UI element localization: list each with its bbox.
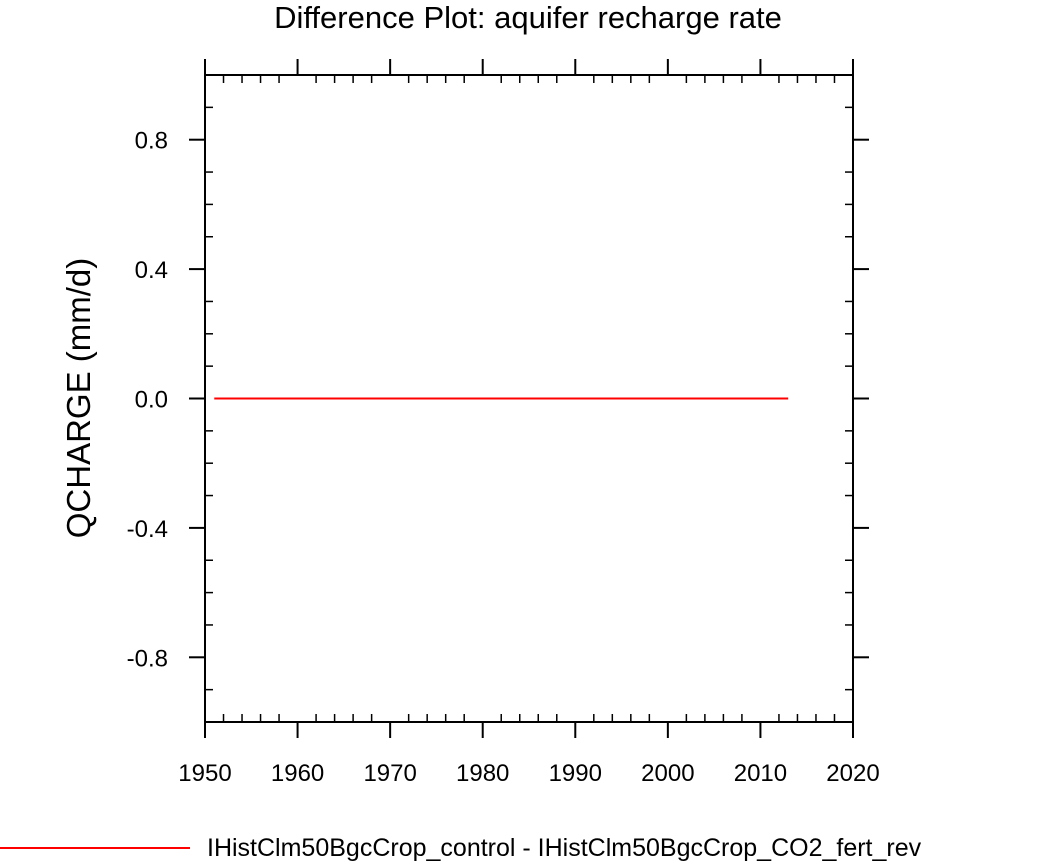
y-axis-label: QCHARGE (mm/d) bbox=[60, 258, 97, 539]
legend-label: IHistClm50BgcCrop_control - IHistClm50Bg… bbox=[207, 834, 922, 862]
x-tick-label: 1990 bbox=[549, 760, 602, 787]
ticks bbox=[189, 59, 869, 738]
y-tick-label: 0.4 bbox=[135, 257, 168, 284]
x-tick-label: 2010 bbox=[734, 760, 787, 787]
x-tick-label: 2020 bbox=[826, 760, 879, 787]
x-tick-labels: 1950 1960 1970 1980 1990 2000 2010 2020 bbox=[178, 760, 879, 787]
y-tick-label: 0.8 bbox=[135, 128, 168, 155]
chart-title: Difference Plot: aquifer recharge rate bbox=[274, 0, 782, 35]
legend: IHistClm50BgcCrop_control - IHistClm50Bg… bbox=[0, 834, 922, 862]
x-tick-label: 1950 bbox=[178, 760, 231, 787]
x-tick-label: 2000 bbox=[641, 760, 694, 787]
x-tick-label: 1960 bbox=[271, 760, 324, 787]
x-tick-label: 1980 bbox=[456, 760, 509, 787]
y-tick-label: 0.0 bbox=[135, 387, 168, 414]
y-tick-labels: -0.8 -0.4 0.0 0.4 0.8 bbox=[127, 128, 168, 673]
y-tick-label: -0.8 bbox=[127, 645, 168, 672]
y-tick-label: -0.4 bbox=[127, 516, 168, 543]
x-tick-label: 1970 bbox=[363, 760, 416, 787]
